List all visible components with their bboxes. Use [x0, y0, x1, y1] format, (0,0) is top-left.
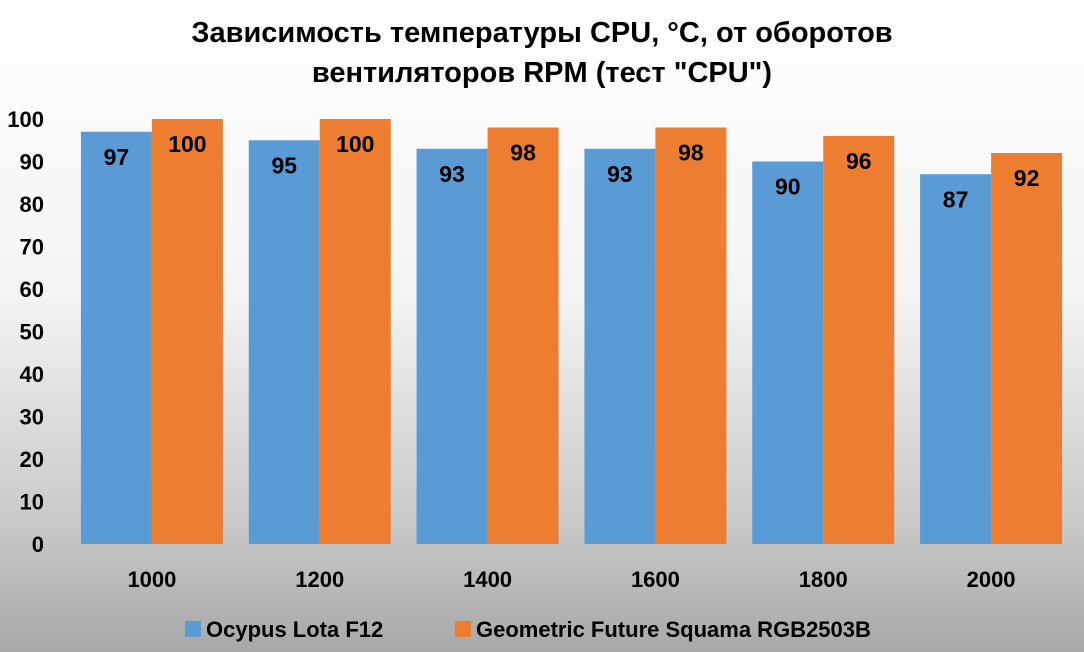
y-tick-label: 30 — [20, 405, 44, 430]
legend-label: Geometric Future Squama RGB2503B — [476, 617, 871, 642]
legend: Ocypus Lota F12 Geometric Future Squama R… — [185, 617, 871, 642]
y-tick-label: 10 — [20, 490, 44, 515]
data-label: 97 — [104, 144, 130, 170]
data-label: 100 — [168, 131, 206, 157]
data-label: 98 — [678, 140, 704, 166]
plot-area: 97 100 95 100 93 98 93 98 90 96 87 92 — [80, 119, 1063, 544]
bar — [319, 119, 391, 544]
data-label: 93 — [439, 161, 465, 187]
data-label: 87 — [943, 186, 969, 212]
bar — [655, 127, 727, 544]
y-tick-label: 100 — [7, 107, 44, 132]
bar — [823, 136, 895, 544]
chart-title-line-2: вентиляторов RPM (тест "CPU") — [312, 57, 772, 89]
data-label: 98 — [510, 140, 536, 166]
x-tick-label: 1000 — [127, 567, 176, 592]
y-axis-labels: 0 10 20 30 40 50 60 70 80 90 100 — [7, 107, 44, 557]
data-label: 90 — [775, 174, 801, 200]
x-tick-label: 1400 — [463, 567, 512, 592]
bar — [80, 131, 152, 544]
data-label: 95 — [271, 152, 297, 178]
x-tick-label: 1600 — [631, 567, 680, 592]
data-label: 96 — [846, 148, 872, 174]
bar — [991, 153, 1063, 544]
y-tick-label: 0 — [32, 532, 44, 557]
y-tick-label: 60 — [20, 277, 44, 302]
bar — [248, 140, 320, 544]
y-tick-label: 40 — [20, 362, 44, 387]
x-tick-label: 1800 — [799, 567, 848, 592]
bar — [920, 174, 992, 544]
y-tick-label: 90 — [20, 150, 44, 175]
data-label: 92 — [1014, 165, 1040, 191]
y-tick-label: 20 — [20, 447, 44, 472]
x-tick-label: 2000 — [967, 567, 1016, 592]
bar — [416, 148, 488, 544]
bar — [487, 127, 559, 544]
bar — [752, 161, 824, 544]
bar — [151, 119, 223, 544]
data-label: 93 — [607, 161, 633, 187]
chart-title-line-1: Зависимость температуры CPU, °С, от обор… — [191, 17, 892, 49]
legend-label: Ocypus Lota F12 — [206, 617, 383, 642]
legend-swatch — [455, 621, 471, 637]
y-tick-label: 80 — [20, 192, 44, 217]
y-tick-label: 50 — [20, 320, 44, 345]
bar — [584, 148, 656, 544]
x-axis-labels: 1000 1200 1400 1600 1800 2000 — [127, 567, 1015, 592]
data-label: 100 — [336, 131, 374, 157]
legend-swatch — [185, 621, 201, 637]
y-tick-label: 70 — [20, 235, 44, 260]
x-tick-label: 1200 — [295, 567, 344, 592]
